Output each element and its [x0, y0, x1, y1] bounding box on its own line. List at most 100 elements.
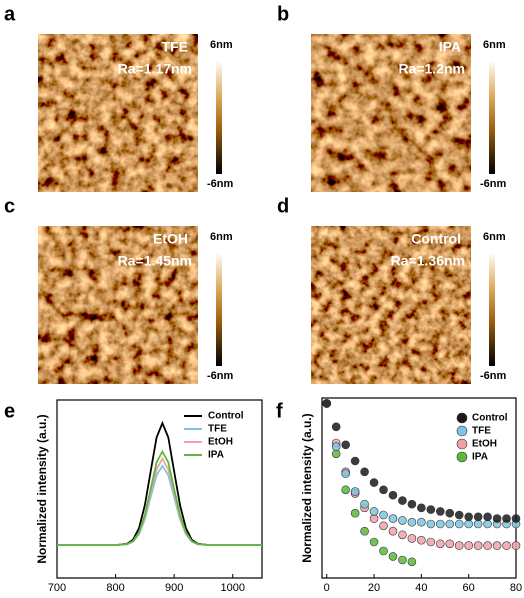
data-point [369, 478, 379, 487]
data-point [360, 526, 369, 536]
legend-label: TFE [472, 426, 491, 437]
data-point [483, 519, 492, 529]
roughness: Ra=1.17nm [118, 61, 192, 77]
panel-letter: a [4, 3, 16, 25]
legend-label: EtOH [208, 437, 233, 448]
data-point [388, 490, 398, 500]
data-point [341, 469, 350, 478]
y-axis-label: Normalized intensity (a.u.) [35, 414, 49, 563]
panel-letter: b [277, 3, 289, 25]
afm-panels: a TFE Ra=1.17nm 6nm -6nm b IPA Ra=1.2nm 6nm -6nm c… [4, 3, 507, 384]
data-point [483, 512, 492, 522]
data-point [417, 517, 426, 527]
data-point [464, 519, 473, 529]
colorbar [216, 60, 222, 174]
data-point [388, 552, 398, 561]
afm-image [311, 226, 471, 384]
data-point [483, 541, 492, 550]
data-point [502, 541, 511, 550]
data-point [435, 539, 445, 549]
data-point [379, 485, 388, 495]
afm-image [38, 226, 198, 384]
panel-letter: f [276, 400, 283, 422]
data-point [350, 487, 360, 496]
data-point [435, 519, 445, 529]
data-point [360, 467, 369, 477]
data-point [511, 541, 521, 550]
x-tick-label: 60 [463, 582, 475, 594]
data-point [511, 514, 521, 523]
scale-min: -6nm [207, 178, 234, 190]
data-point [407, 557, 417, 567]
sample-name: EtOH [153, 231, 188, 247]
data-point [454, 519, 464, 529]
data-point [388, 514, 398, 523]
panel-letter: c [4, 195, 15, 217]
series-line [57, 449, 262, 546]
scale-min: -6nm [480, 370, 507, 382]
data-point [369, 514, 379, 523]
x-axis-label: Wavelength (nm) [111, 596, 207, 598]
plot-frame [321, 397, 517, 579]
scale-max: 6nm [483, 39, 506, 51]
data-point [331, 422, 341, 432]
legend-swatch [456, 451, 468, 463]
afm-image [311, 34, 471, 192]
data-point [473, 519, 483, 529]
scale-max: 6nm [210, 39, 233, 51]
panel-letter: d [277, 195, 289, 217]
legend-label: IPA [208, 450, 224, 461]
data-point [379, 521, 388, 531]
data-point [492, 541, 502, 550]
scale-max: 6nm [483, 231, 506, 243]
data-point [417, 535, 426, 545]
colorbar [489, 60, 495, 174]
data-point [398, 530, 407, 540]
x-tick-label: 900 [165, 582, 183, 594]
x-tick-label: 800 [106, 582, 124, 594]
data-point [341, 485, 350, 495]
x-tick-label: 40 [415, 582, 427, 594]
data-point [360, 499, 369, 509]
sample-name: TFE [162, 39, 188, 55]
afm-image [38, 34, 198, 192]
scale-min: -6nm [207, 370, 234, 382]
data-point [407, 534, 417, 543]
series-line [57, 464, 262, 546]
data-point [331, 442, 341, 451]
data-point [473, 512, 483, 522]
sample-name: Control [411, 231, 461, 247]
colorbar [216, 252, 222, 366]
data-point [445, 519, 455, 529]
data-point [464, 512, 473, 522]
legend-label: Control [208, 411, 244, 422]
data-point [502, 514, 511, 523]
data-point [398, 496, 407, 505]
legend-label: TFE [208, 424, 227, 435]
data-point [426, 519, 436, 529]
legend-swatch [456, 412, 468, 424]
data-point [350, 508, 360, 518]
scale-min: -6nm [480, 178, 507, 190]
data-point [473, 541, 483, 550]
legend-swatch [456, 425, 468, 437]
x-tick-label: 0 [324, 582, 330, 594]
x-tick-label: 1000 [220, 582, 244, 594]
x-tick-label: 20 [368, 582, 380, 594]
data-point [369, 537, 379, 547]
data-point [454, 510, 464, 520]
data-point [341, 440, 350, 450]
data-point [350, 456, 360, 466]
data-point [322, 399, 332, 408]
data-point [331, 449, 341, 459]
data-point [417, 503, 426, 513]
roughness: Ra=1.45nm [118, 253, 192, 269]
scale-max: 6nm [210, 231, 233, 243]
data-point [464, 541, 473, 550]
charts: e7008009001000Wavelength (nm)Normalized … [4, 397, 522, 598]
plot-frame [56, 399, 263, 579]
y-axis-label: Normalized intensity (a.u.) [300, 413, 314, 562]
data-point [407, 517, 417, 527]
data-point [454, 541, 464, 550]
